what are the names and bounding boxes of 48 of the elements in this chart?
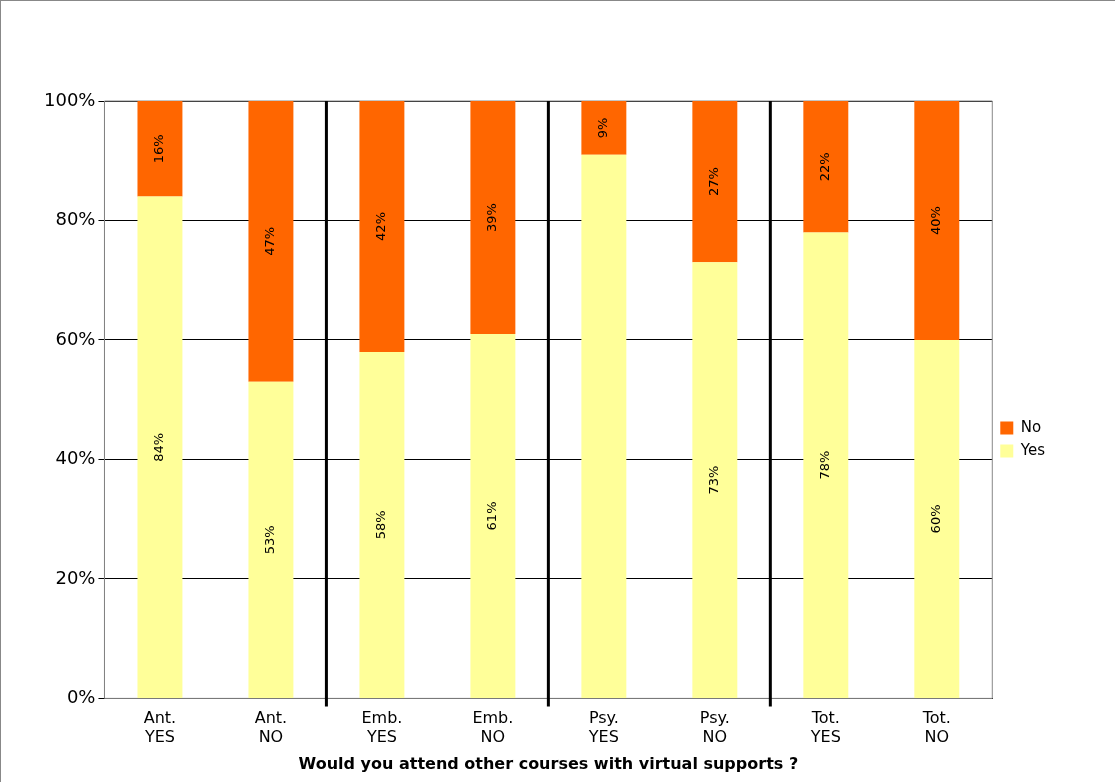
data-label: 73% xyxy=(706,465,722,495)
legend-label: No xyxy=(1020,417,1042,436)
bar xyxy=(248,381,294,698)
bar xyxy=(692,262,738,698)
data-label: 16% xyxy=(151,134,167,164)
bar xyxy=(470,333,516,698)
x-tick-label: Tot. YES xyxy=(809,708,841,747)
data-label: 60% xyxy=(928,504,944,534)
data-label: 40% xyxy=(928,206,944,235)
data-label: 47% xyxy=(262,226,278,256)
bar xyxy=(581,101,627,155)
data-label: 27% xyxy=(706,167,722,197)
bar xyxy=(359,351,405,698)
x-tick-label: Emb. YES xyxy=(361,708,403,747)
y-tick-label: 0% xyxy=(66,686,96,708)
bar xyxy=(914,339,960,698)
data-label: 53% xyxy=(262,525,278,555)
y-tick-label: 20% xyxy=(55,566,96,588)
data-label: 78% xyxy=(817,450,833,480)
bar xyxy=(137,196,183,698)
y-tick-label: 40% xyxy=(55,447,96,469)
x-tick-label: Psy. NO xyxy=(699,708,730,747)
bar xyxy=(914,101,960,340)
data-label: 22% xyxy=(817,152,833,182)
x-tick-label: Emb. NO xyxy=(472,708,514,747)
bar xyxy=(581,154,627,698)
x-tick-label: Ant. NO xyxy=(254,708,288,747)
data-label: 39% xyxy=(484,203,500,232)
legend-label: Yes xyxy=(1019,440,1046,459)
bar xyxy=(803,101,849,233)
y-tick-label: 80% xyxy=(55,208,96,230)
data-label: 9% xyxy=(595,117,611,139)
x-tick-label: Tot. NO xyxy=(921,708,951,747)
data-label: 42% xyxy=(373,212,389,241)
bar xyxy=(137,101,183,197)
bar xyxy=(803,232,849,698)
bar xyxy=(470,101,516,334)
y-tick-label: 100% xyxy=(43,88,96,110)
bar xyxy=(692,101,738,263)
y-tick-label: 60% xyxy=(55,327,96,349)
data-label: 58% xyxy=(373,510,389,540)
bar xyxy=(248,101,294,382)
x-tick-label: Ant. YES xyxy=(143,708,177,747)
data-label: 61% xyxy=(484,501,500,531)
x-axis-title: Would you attend other courses with virtual supports ? xyxy=(298,753,799,773)
x-tick-label: Psy. YES xyxy=(587,708,619,747)
data-label: 84% xyxy=(151,432,167,462)
bar xyxy=(359,101,405,352)
